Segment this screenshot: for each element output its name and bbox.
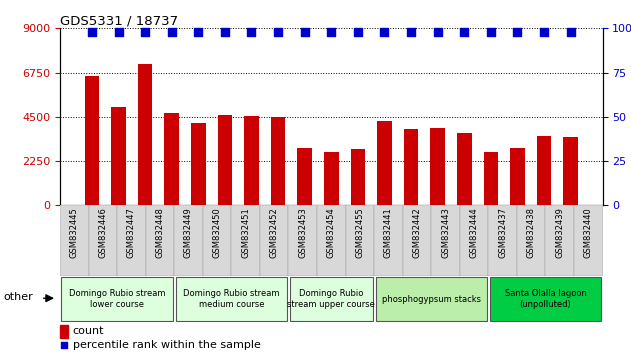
Text: Domingo Rubio
stream upper course: Domingo Rubio stream upper course: [287, 290, 375, 309]
Text: phosphogypsum stacks: phosphogypsum stacks: [382, 295, 481, 304]
Bar: [490, 277, 601, 321]
Text: GSM832454: GSM832454: [327, 207, 336, 258]
Bar: [203, 205, 232, 276]
Bar: [483, 152, 498, 205]
Bar: [117, 205, 146, 276]
Point: [220, 29, 230, 35]
Bar: [218, 115, 232, 205]
Bar: [324, 152, 339, 205]
Bar: [460, 205, 488, 276]
Text: Santa Olalla lagoon
(unpolluted): Santa Olalla lagoon (unpolluted): [505, 290, 586, 309]
Bar: [174, 205, 203, 276]
Text: Domingo Rubio stream
medium course: Domingo Rubio stream medium course: [183, 290, 280, 309]
Point: [512, 29, 522, 35]
Bar: [457, 132, 471, 205]
Point: [247, 29, 257, 35]
Point: [193, 29, 203, 35]
Text: GSM832437: GSM832437: [498, 207, 507, 258]
Text: other: other: [3, 292, 33, 302]
Text: GSM832455: GSM832455: [355, 207, 364, 258]
Bar: [374, 205, 403, 276]
Text: GSM832440: GSM832440: [584, 207, 593, 258]
Bar: [85, 75, 99, 205]
Point: [59, 342, 69, 348]
Text: GSM832439: GSM832439: [555, 207, 564, 258]
Point: [565, 29, 575, 35]
Bar: [288, 205, 317, 276]
Text: GDS5331 / 18737: GDS5331 / 18737: [60, 14, 178, 27]
Bar: [346, 205, 374, 276]
Bar: [260, 205, 288, 276]
Point: [406, 29, 416, 35]
Bar: [290, 277, 373, 321]
Bar: [60, 325, 68, 338]
Bar: [317, 205, 346, 276]
Point: [273, 29, 283, 35]
Text: GSM832452: GSM832452: [269, 207, 279, 258]
Point: [140, 29, 150, 35]
Text: GSM832450: GSM832450: [213, 207, 221, 258]
Point: [459, 29, 469, 35]
Bar: [510, 148, 525, 205]
Bar: [138, 64, 153, 205]
Bar: [297, 148, 312, 205]
Bar: [537, 137, 551, 205]
Point: [300, 29, 310, 35]
Bar: [377, 121, 392, 205]
Text: GSM832441: GSM832441: [384, 207, 393, 258]
Bar: [517, 205, 545, 276]
Point: [326, 29, 336, 35]
Point: [433, 29, 443, 35]
Bar: [165, 113, 179, 205]
Bar: [403, 205, 431, 276]
Point: [486, 29, 496, 35]
Bar: [232, 205, 260, 276]
Text: GSM832447: GSM832447: [127, 207, 136, 258]
Point: [167, 29, 177, 35]
Text: GSM832446: GSM832446: [98, 207, 107, 258]
Text: GSM832444: GSM832444: [469, 207, 478, 258]
Bar: [545, 205, 574, 276]
Bar: [431, 205, 460, 276]
Text: count: count: [73, 326, 104, 337]
Bar: [88, 205, 117, 276]
Bar: [430, 128, 445, 205]
Text: GSM832438: GSM832438: [527, 207, 536, 258]
Text: GSM832449: GSM832449: [184, 207, 193, 258]
Bar: [60, 205, 88, 276]
Bar: [146, 205, 174, 276]
Text: Domingo Rubio stream
lower course: Domingo Rubio stream lower course: [69, 290, 165, 309]
Bar: [404, 129, 418, 205]
Bar: [488, 205, 517, 276]
Bar: [175, 277, 287, 321]
Bar: [271, 117, 285, 205]
Point: [87, 29, 97, 35]
Text: GSM832451: GSM832451: [241, 207, 250, 258]
Bar: [61, 277, 173, 321]
Bar: [111, 107, 126, 205]
Point: [539, 29, 549, 35]
Point: [114, 29, 124, 35]
Bar: [191, 123, 206, 205]
Point: [353, 29, 363, 35]
Bar: [351, 149, 365, 205]
Text: percentile rank within the sample: percentile rank within the sample: [73, 340, 261, 350]
Text: GSM832443: GSM832443: [441, 207, 450, 258]
Text: GSM832453: GSM832453: [298, 207, 307, 258]
Bar: [574, 205, 603, 276]
Text: GSM832442: GSM832442: [413, 207, 422, 258]
Bar: [244, 116, 259, 205]
Text: GSM832445: GSM832445: [70, 207, 79, 258]
Bar: [375, 277, 487, 321]
Text: GSM832448: GSM832448: [155, 207, 165, 258]
Point: [379, 29, 389, 35]
Bar: [563, 137, 578, 205]
